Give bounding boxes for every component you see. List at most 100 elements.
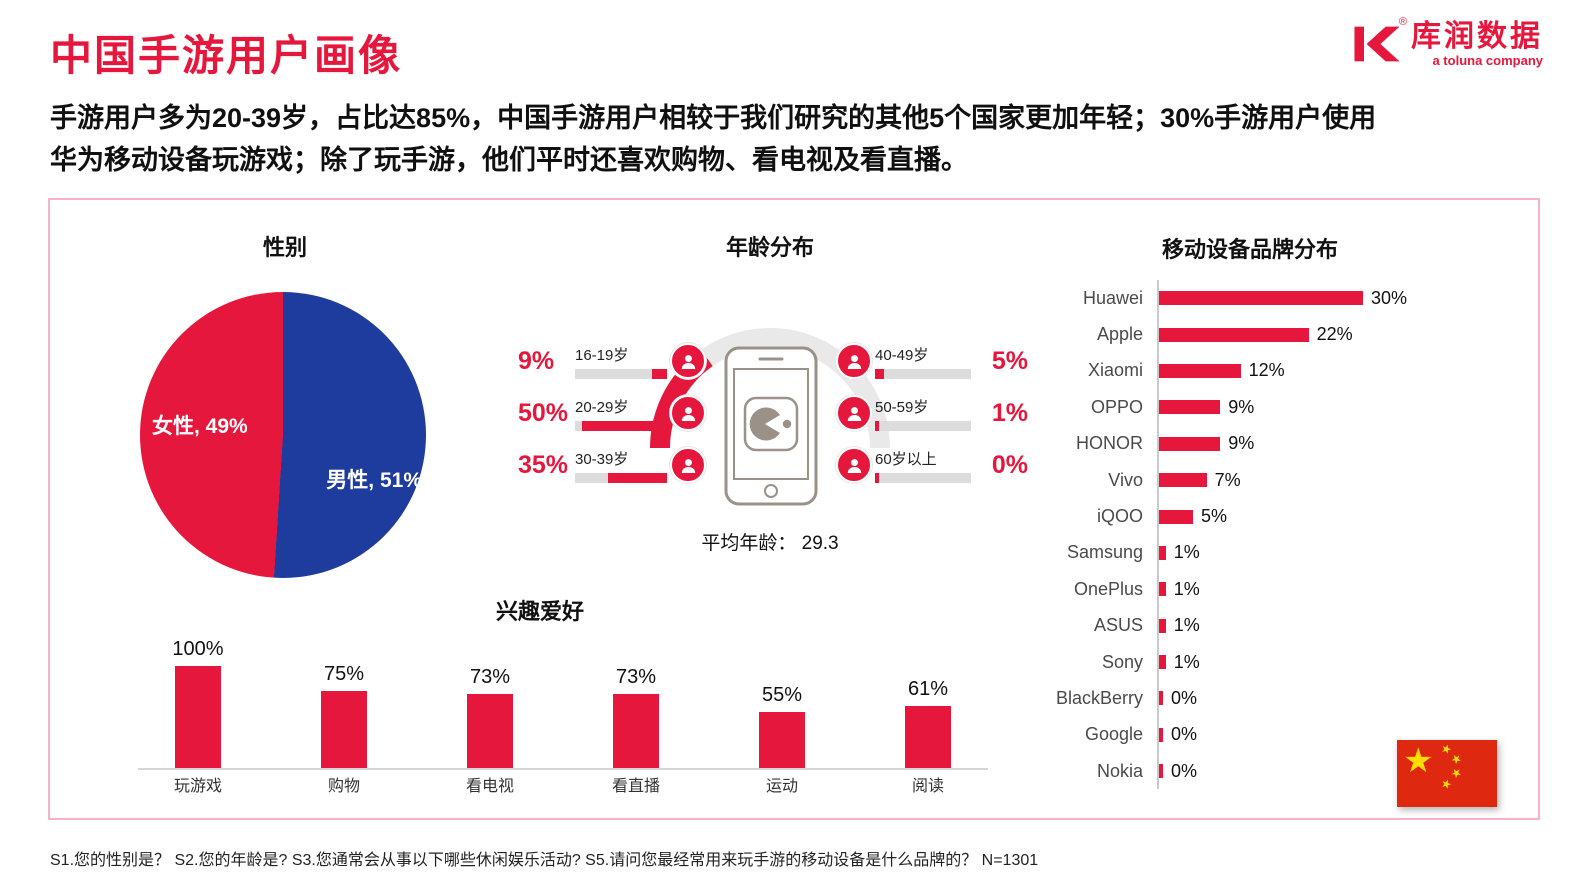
brand-value: 30% xyxy=(1371,287,1408,308)
brand-bar-cell: 1% xyxy=(1157,571,1510,608)
china-flag: ★ ★ ★ ★ ★ xyxy=(1397,740,1497,807)
brand-value: 1% xyxy=(1173,651,1200,672)
brand-row: HONOR 9% xyxy=(1035,425,1510,462)
brand-bar xyxy=(1159,691,1163,706)
charts-panel: 性别 女性, 49% 男性, 51% 年龄分布 9% 16-19岁 50% 20-29… xyxy=(48,198,1540,820)
interest-column: 61% 阅读 xyxy=(868,636,988,800)
brand-bar xyxy=(1159,473,1207,488)
brand-label: OPPO xyxy=(1090,396,1143,417)
age-bar-fill xyxy=(607,472,667,483)
brand-label: Apple xyxy=(1096,324,1143,345)
kurun-logo-icon: ® xyxy=(1351,16,1407,75)
brand-bar xyxy=(1159,582,1166,597)
brand-bar-cell: 7% xyxy=(1157,461,1510,499)
page-title: 中国手游用户画像 xyxy=(50,32,403,79)
age-category: 16-19岁 xyxy=(575,346,629,364)
person-icon xyxy=(670,447,706,483)
age-value: 50% xyxy=(518,398,569,427)
age-row: 35% 30-39岁 xyxy=(518,442,706,488)
brand-bar-cell: 22% xyxy=(1157,316,1510,353)
brand-bar-cell: 9% xyxy=(1157,389,1510,426)
brand-bar xyxy=(1159,655,1166,670)
interest-bar xyxy=(467,694,513,768)
brand-row: ASUS 1% xyxy=(1035,607,1510,644)
interest-category: 运动 xyxy=(765,778,798,795)
age-bar-track xyxy=(875,368,971,379)
age-value: 0% xyxy=(991,450,1028,479)
age-bar-group: 30-39岁 xyxy=(572,448,670,483)
brand-label: Xiaomi xyxy=(1087,360,1143,381)
interest-category: 看电视 xyxy=(465,778,514,795)
brand-chart-title: 移动设备品牌分布 xyxy=(1161,237,1338,262)
brand-row: BlackBerry 0% xyxy=(1035,680,1510,717)
person-icon xyxy=(836,447,872,483)
brand-row: OPPO 9% xyxy=(1035,389,1510,426)
interest-column: 73% 看电视 xyxy=(430,636,550,800)
brand-value: 7% xyxy=(1214,469,1241,490)
age-bar-track xyxy=(575,420,667,431)
brand-row: OnePlus 1% xyxy=(1035,571,1510,608)
interest-value: 55% xyxy=(761,684,803,706)
brand-label: Samsung xyxy=(1066,542,1143,563)
brand-value: 9% xyxy=(1228,396,1255,417)
age-value: 5% xyxy=(991,346,1028,375)
brand-bar xyxy=(1159,618,1166,633)
brand-bar xyxy=(1159,363,1241,378)
age-rows-left: 9% 16-19岁 50% 20-29岁 35% 30-39岁 xyxy=(518,338,706,494)
person-icon xyxy=(670,395,706,431)
brand-row: Huawei 30% xyxy=(1035,280,1510,317)
person-icon xyxy=(836,343,872,379)
brand-bar xyxy=(1159,509,1193,524)
brand-value: 0% xyxy=(1171,760,1198,781)
interest-axis-line xyxy=(138,768,988,770)
brand-value: 1% xyxy=(1173,578,1200,599)
brand-label: BlackBerry xyxy=(1055,687,1143,708)
age-category: 50-59岁 xyxy=(875,398,929,416)
brand-label: Huawei xyxy=(1082,287,1143,308)
brand-value: 22% xyxy=(1316,324,1353,345)
age-bar-track xyxy=(575,472,667,483)
registered-mark: ® xyxy=(1398,16,1407,28)
age-category: 60岁以上 xyxy=(875,450,937,468)
brand-label: ASUS xyxy=(1093,615,1143,636)
age-bar-fill xyxy=(582,420,667,431)
brand-bar-cell: 30% xyxy=(1157,280,1510,317)
brand-bar-cell: 0% xyxy=(1157,753,1510,790)
age-category: 40-49岁 xyxy=(875,346,929,364)
age-bar-fill xyxy=(875,368,884,379)
summary-line-1: 手游用户多为20-39岁，占比达85%，中国手游用户相较于我们研究的其他5个国家… xyxy=(50,103,1377,133)
phone-illustration xyxy=(724,346,818,511)
brand-bar-cell: 0% xyxy=(1157,680,1510,717)
brand-bar xyxy=(1159,764,1163,779)
interest-column: 73% 看直播 xyxy=(576,636,696,800)
brand-bar-cell: 9% xyxy=(1157,425,1510,462)
gender-pie: 女性, 49% 男性, 51% xyxy=(140,292,426,578)
brand-value: 0% xyxy=(1171,687,1198,708)
brand-value: 1% xyxy=(1173,615,1200,636)
average-age-label: 平均年龄： 29.3 xyxy=(701,533,839,554)
interest-category: 购物 xyxy=(327,778,360,795)
gender-chart-title: 性别 xyxy=(262,235,307,260)
age-bar-group: 60岁以上 xyxy=(872,448,974,483)
brand-bar-cell: 1% xyxy=(1157,534,1510,572)
age-value: 35% xyxy=(518,450,569,479)
interest-chart: 100% 玩游戏 75% 购物 73% 看电视 73% 看直播 55% 运动 61% 阅读 xyxy=(138,636,988,800)
brand-row: Samsung 1% xyxy=(1035,534,1510,572)
brand-row: Sony 1% xyxy=(1035,643,1510,681)
interest-chart-title: 兴趣爱好 xyxy=(495,599,584,624)
brand-value: 1% xyxy=(1173,542,1200,563)
age-bar-fill xyxy=(875,472,879,483)
age-bar-fill xyxy=(875,420,879,431)
interest-bar xyxy=(613,694,659,768)
brand-bar xyxy=(1159,400,1221,415)
age-bar-fill xyxy=(651,368,667,379)
age-bar-track xyxy=(575,368,667,379)
age-chart-title: 年龄分布 xyxy=(725,235,814,260)
brand-row: Vivo 7% xyxy=(1035,461,1510,499)
interest-bar xyxy=(321,691,367,768)
brand-bar-cell: 12% xyxy=(1157,352,1510,390)
brand-bar xyxy=(1159,727,1163,742)
brand-logo: ® 库润数据 a toluna company xyxy=(1351,16,1543,75)
gender-male-label: 男性, 51% xyxy=(326,469,422,492)
logo-text: 库润数据 a toluna company xyxy=(1411,18,1543,68)
